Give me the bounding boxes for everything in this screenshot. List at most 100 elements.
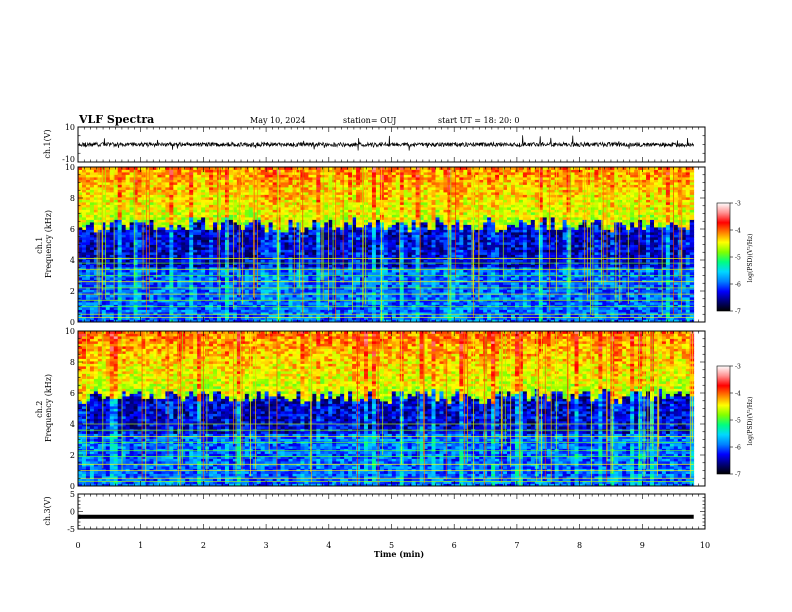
heatmap-cell [252,267,258,270]
heatmap-cell [312,282,317,285]
heatmap-cell [312,284,317,288]
heatmap-cell [228,224,234,228]
heatmap-cell [165,197,170,200]
heatmap-cell [201,277,206,280]
heatmap-cell [371,189,377,193]
heatmap-cell [209,187,214,190]
heatmap-cell [157,312,162,315]
heatmap-cell [272,259,278,263]
heatmap-cell [209,277,214,280]
heatmap-cell [304,172,309,175]
figure-title: VLF Spectra [78,113,154,126]
heatmap-cell [109,174,115,178]
heatmap-cell [280,217,285,220]
heatmap-cell [193,252,198,255]
heatmap-cell [221,307,226,310]
heatmap-cell [264,237,270,240]
heatmap-cell [360,232,365,235]
heatmap-cell [371,239,377,243]
heatmap-cell [97,274,103,278]
heatmap-cell [97,289,103,293]
heatmap-cell [78,237,83,240]
heatmap-cell [244,224,250,228]
heatmap-cell [304,249,309,253]
heatmap-cell [308,314,313,318]
heatmap-cell [189,302,194,305]
heatmap-cell [145,269,150,273]
heatmap-cell [375,224,381,228]
heatmap-cell [209,309,214,313]
heatmap-cell [232,237,238,240]
heatmap-cell [244,254,250,258]
heatmap-cell [137,242,142,245]
heatmap-cell [129,299,135,303]
heatmap-cell [272,312,278,315]
heatmap-cell [367,267,373,270]
heatmap-cell [141,202,146,205]
heatmap-cell [137,254,142,258]
heatmap-cell [78,277,83,280]
heatmap-cell [145,294,150,298]
heatmap-cell [129,189,135,193]
heatmap-cell [260,212,266,215]
heatmap-cell [169,199,174,203]
heatmap-cell [228,234,234,238]
heatmap-cell [336,267,341,270]
heatmap-cell [85,317,91,320]
heatmap-cell [296,282,301,285]
heatmap-cell [133,182,138,185]
heatmap-cell [328,237,333,240]
heatmap-cell [85,222,91,225]
heatmap-cell [260,219,266,223]
heatmap-cell [336,189,341,193]
heatmap-cell [165,189,170,193]
heatmap-cell [181,184,186,188]
heatmap-cell [268,319,274,322]
heatmap-cell [320,207,325,210]
heatmap-cell [224,252,230,255]
heatmap-cell [145,199,150,203]
heatmap-cell [189,192,194,195]
heatmap-cell [177,197,182,200]
heatmap-cell [141,197,146,200]
heatmap-cell [137,264,142,268]
heatmap-cell [375,254,381,258]
heatmap-cell [375,319,381,322]
heatmap-cell [312,167,317,170]
heatmap-cell [93,252,99,255]
heatmap-cell [232,212,238,215]
heatmap-cell [97,244,103,248]
heatmap-cell [228,212,234,215]
heatmap-cell [224,229,230,233]
heatmap-cell [316,254,321,258]
heatmap-cell [85,269,91,273]
heatmap-cell [296,289,301,293]
heatmap-cell [157,194,162,198]
heatmap-cell [379,309,385,313]
heatmap-cell [109,282,115,285]
heatmap-cell [332,177,337,180]
heatmap-cell [328,297,333,300]
heatmap-cell [153,214,158,218]
heatmap-cell [157,239,162,243]
heatmap-cell [280,212,285,215]
heatmap-cell [105,247,111,250]
heatmap-cell [312,229,317,233]
heatmap-cell [264,314,270,318]
heatmap-cell [356,189,361,193]
ch1-ytick-bottom: -10 [62,155,75,164]
heatmap-cell [133,279,138,283]
heatmap-cell [280,167,285,170]
heatmap-cell [352,209,357,213]
heatmap-cell [169,244,174,248]
heatmap-cell [356,204,361,208]
heatmap-cell [165,292,170,295]
heatmap-cell [344,199,349,203]
heatmap-cell [292,292,297,295]
heatmap-cell [268,244,274,248]
heatmap-cell [260,194,266,198]
heatmap-cell [375,172,381,175]
heatmap-cell [161,272,166,275]
heatmap-cell [252,197,258,200]
heatmap-cell [149,302,154,305]
